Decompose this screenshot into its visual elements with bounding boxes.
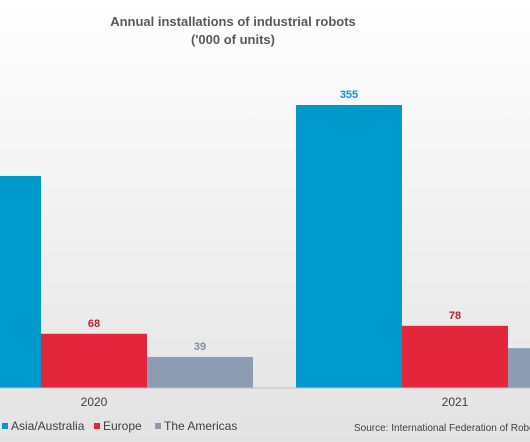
bar-asia-australia-2020	[0, 175, 41, 388]
chart-subtitle: ('000 of units)	[191, 32, 275, 47]
x-tick-2020: 2020	[81, 395, 108, 409]
bar-asia-australia-2021	[296, 105, 402, 388]
bar-europe-2021	[402, 325, 508, 388]
legend-label-europe: Europe	[103, 419, 142, 433]
legend-label-the-americas: The Americas	[164, 419, 237, 433]
data-label-europe-2021: 78	[449, 310, 461, 322]
bar-the-americas-2020	[147, 356, 253, 388]
bars-group: 68 39 355 78	[0, 89, 530, 388]
x-tick-group: 2020 2021	[81, 395, 469, 409]
legend-swatch-the-americas	[155, 423, 161, 429]
data-label-asia-australia-2021: 355	[340, 89, 358, 101]
bar-europe-2020	[41, 333, 147, 388]
source-note: Source: International Federation of Robo…	[354, 423, 530, 434]
data-label-europe-2020: 68	[88, 318, 100, 330]
legend-label-asia-australia: Asia/Australia	[11, 419, 85, 433]
legend: Asia/Australia Europe The Americas	[2, 419, 237, 433]
chart-title: Annual installations of industrial robot…	[110, 14, 356, 29]
bar-the-americas-2021	[508, 348, 530, 388]
data-label-the-americas-2020: 39	[194, 341, 206, 353]
legend-swatch-asia-australia	[2, 423, 8, 429]
x-tick-2021: 2021	[442, 395, 469, 409]
legend-swatch-europe	[94, 423, 100, 429]
